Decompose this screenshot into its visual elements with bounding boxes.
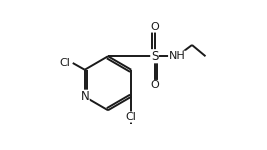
Text: Cl: Cl	[59, 58, 70, 68]
Text: O: O	[150, 22, 159, 32]
Text: N: N	[80, 90, 89, 103]
Text: NH: NH	[169, 51, 185, 61]
Text: Cl: Cl	[126, 112, 137, 122]
Text: O: O	[150, 81, 159, 90]
Text: S: S	[151, 50, 158, 63]
